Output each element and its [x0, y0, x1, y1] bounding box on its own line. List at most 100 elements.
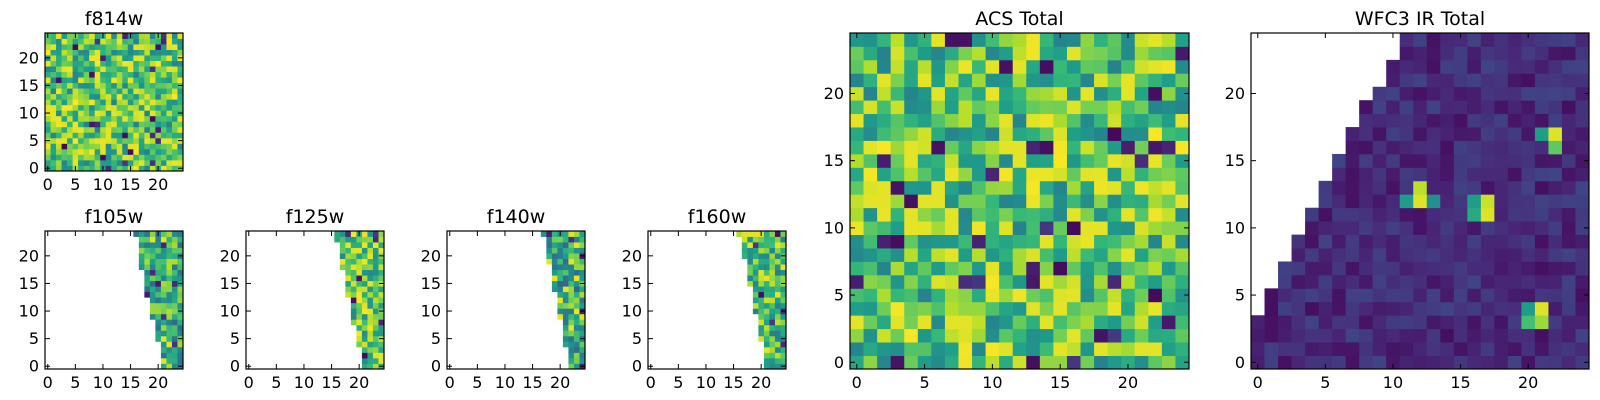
heatmap-cell: [890, 46, 905, 61]
heatmap-cell: [367, 236, 374, 243]
heatmap-cell: [972, 180, 986, 195]
heatmap-cell: [149, 302, 156, 309]
heatmap-cell: [747, 280, 754, 287]
heatmap-cell: [999, 180, 1014, 195]
heatmap-cell: [144, 77, 151, 84]
heatmap-cell: [944, 274, 959, 289]
heatmap-cell: [105, 126, 112, 133]
heatmap-cell: [155, 115, 162, 122]
heatmap-cell: [1548, 248, 1563, 262]
heatmap-cell: [1053, 274, 1068, 289]
heatmap-cell: [1026, 33, 1041, 47]
heatmap-cell: [1278, 355, 1292, 370]
heatmap-cell: [1121, 100, 1136, 115]
heatmap-cell: [1332, 355, 1347, 370]
heatmap-cell: [105, 110, 112, 117]
heatmap-cell: [166, 132, 173, 139]
heatmap-cell: [1053, 46, 1068, 61]
heatmap-cell: [350, 286, 357, 293]
heatmap-cell: [45, 121, 51, 128]
heatmap-cell: [931, 86, 946, 101]
heatmap-cell: [122, 143, 129, 150]
heatmap-cell: [61, 44, 68, 50]
heatmap-cell: [160, 352, 167, 359]
heatmap-cell: [177, 49, 184, 56]
heatmap-cell: [863, 328, 878, 343]
heatmap-cell: [78, 137, 85, 144]
heatmap-cell: [1480, 221, 1495, 235]
heatmap-cell: [769, 231, 776, 237]
heatmap-cell: [1494, 180, 1509, 195]
heatmap-cell: [1039, 234, 1054, 249]
heatmap-cell: [1359, 288, 1374, 303]
heatmap-cell: [1561, 100, 1576, 115]
heatmap-cell: [144, 82, 151, 89]
heatmap-cell: [89, 132, 96, 139]
heatmap-cell: [562, 330, 569, 337]
heatmap-cell: [1107, 274, 1122, 289]
heatmap-cell: [774, 324, 781, 331]
heatmap-cell: [1066, 342, 1081, 356]
heatmap-cell: [1480, 261, 1495, 276]
heatmap-cell: [1467, 248, 1482, 262]
heatmap-cell: [94, 33, 101, 39]
heatmap-cell: [78, 143, 85, 150]
heatmap-cell: [1318, 301, 1333, 316]
heatmap-cell: [160, 126, 167, 133]
heatmap-cell: [50, 99, 57, 106]
heatmap-cell: [133, 121, 140, 128]
heatmap-cell: [177, 44, 184, 50]
heatmap-cell: [780, 242, 787, 248]
heatmap-cell: [999, 221, 1014, 235]
heatmap-cell: [944, 167, 959, 182]
heatmap-cell: [904, 100, 919, 115]
heatmap-cell: [1026, 167, 1041, 182]
heatmap-cell: [378, 231, 385, 237]
heatmap-cell: [1026, 59, 1041, 74]
heatmap-cell: [863, 301, 878, 316]
heatmap-cell: [67, 66, 73, 73]
heatmap-cell: [551, 269, 558, 276]
heatmap-cell: [160, 258, 167, 265]
heatmap-cell: [149, 148, 156, 155]
heatmap-cell: [350, 291, 357, 298]
heatmap-cell: [1534, 113, 1549, 128]
heatmap-cell: [931, 140, 946, 155]
heatmap-cell: [166, 121, 173, 128]
heatmap-cell: [116, 132, 123, 139]
heatmap-cell: [1453, 140, 1468, 155]
heatmap-cell: [1413, 221, 1428, 235]
heatmap-cell: [166, 55, 173, 61]
heatmap-cell: [94, 55, 101, 61]
heatmap-cell: [1561, 140, 1576, 155]
heatmap-cell: [877, 288, 892, 303]
heatmap-cell: [1521, 100, 1536, 115]
heatmap-cell: [1426, 234, 1441, 249]
heatmap-cell: [116, 77, 123, 84]
heatmap-cell: [45, 93, 51, 100]
heatmap-cell: [144, 121, 151, 128]
heatmap-cell: [83, 49, 90, 56]
heatmap-cell: [356, 341, 363, 348]
heatmap-cell: [127, 143, 134, 150]
heatmap-cell: [1467, 86, 1482, 101]
heatmap-cell: [999, 261, 1014, 276]
heatmap-cell: [1575, 33, 1590, 47]
heatmap-cell: [61, 115, 68, 122]
heatmap-cell: [372, 242, 379, 248]
heatmap-cell: [133, 82, 140, 89]
heatmap-cell: [1548, 301, 1563, 316]
heatmap-cell: [100, 82, 107, 89]
heatmap-cell: [345, 242, 352, 248]
heatmap-cell: [1094, 127, 1109, 141]
heatmap-cell: [1039, 113, 1054, 128]
heatmap-cell: [356, 330, 363, 337]
heatmap-cell: [562, 242, 569, 248]
heatmap-cell: [1399, 315, 1414, 330]
heatmap-cell: [1345, 167, 1360, 182]
heatmap-cell: [1148, 153, 1163, 168]
heatmap-cell: [1426, 261, 1441, 276]
heatmap-cell: [149, 297, 156, 304]
heatmap-cell: [1345, 207, 1360, 222]
heatmap-cell: [1534, 315, 1549, 330]
